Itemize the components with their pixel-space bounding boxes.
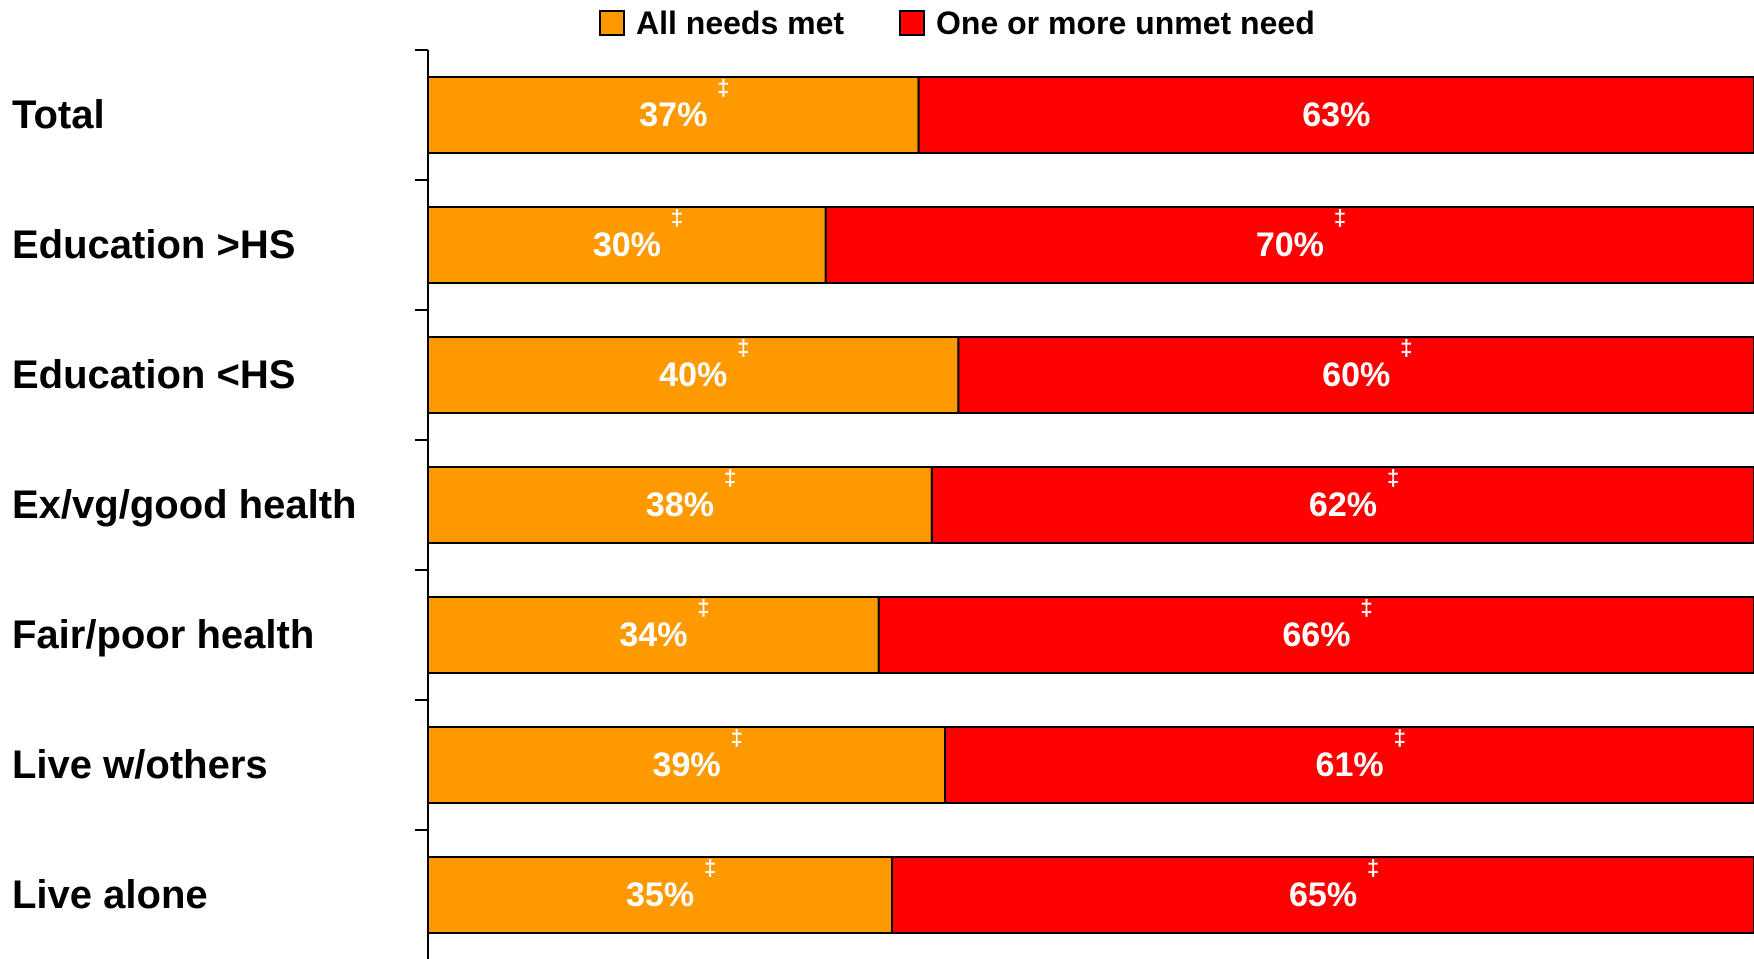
significance-mark: ‡ — [1400, 335, 1412, 360]
data-label: 37% — [639, 96, 707, 134]
significance-mark: ‡ — [1387, 465, 1399, 490]
legend-label: All needs met — [636, 5, 844, 41]
significance-mark: ‡ — [737, 335, 749, 360]
data-label: 34% — [619, 616, 687, 654]
data-label: 63% — [1302, 96, 1370, 134]
category-axis — [415, 50, 428, 959]
legend: All needs met One or more unmet need — [600, 5, 1315, 41]
data-label: 66% — [1282, 616, 1350, 654]
significance-mark: ‡ — [1360, 595, 1372, 620]
category-label: Ex/vg/good health — [12, 483, 356, 527]
data-label: 39% — [653, 746, 721, 784]
category-label: Fair/poor health — [12, 613, 314, 657]
legend-swatch — [600, 11, 624, 35]
legend-swatch — [900, 11, 924, 35]
significance-mark: ‡ — [1394, 725, 1406, 750]
data-label: 65% — [1289, 876, 1357, 914]
significance-mark: ‡ — [704, 855, 716, 880]
data-label: 61% — [1316, 746, 1384, 784]
significance-mark: ‡ — [717, 75, 729, 100]
significance-mark: ‡ — [1367, 855, 1379, 880]
data-label: 35% — [626, 876, 694, 914]
significance-mark: ‡ — [671, 205, 683, 230]
data-label: 60% — [1322, 356, 1390, 394]
significance-mark: ‡ — [1334, 205, 1346, 230]
significance-mark: ‡ — [724, 465, 736, 490]
category-label: Total — [12, 93, 105, 137]
data-label: 62% — [1309, 486, 1377, 524]
category-label: Live alone — [12, 873, 208, 917]
category-label: Live w/others — [12, 743, 268, 787]
data-label: 40% — [659, 356, 727, 394]
bars: 37% ‡ 63% 30% ‡ 70% ‡ 40% ‡ 60% ‡ 38% ‡ 62% ‡ 34% ‡ 66% ‡ 3… — [428, 75, 1754, 933]
data-label: 38% — [646, 486, 714, 524]
significance-mark: ‡ — [731, 725, 743, 750]
category-label: Education <HS — [12, 353, 295, 397]
legend-label: One or more unmet need — [936, 5, 1315, 41]
data-label: 30% — [593, 226, 661, 264]
significance-mark: ‡ — [697, 595, 709, 620]
data-label: 70% — [1256, 226, 1324, 264]
category-labels: Total Education >HS Education <HS Ex/vg/goo… — [12, 93, 356, 917]
category-label: Education >HS — [12, 223, 295, 267]
